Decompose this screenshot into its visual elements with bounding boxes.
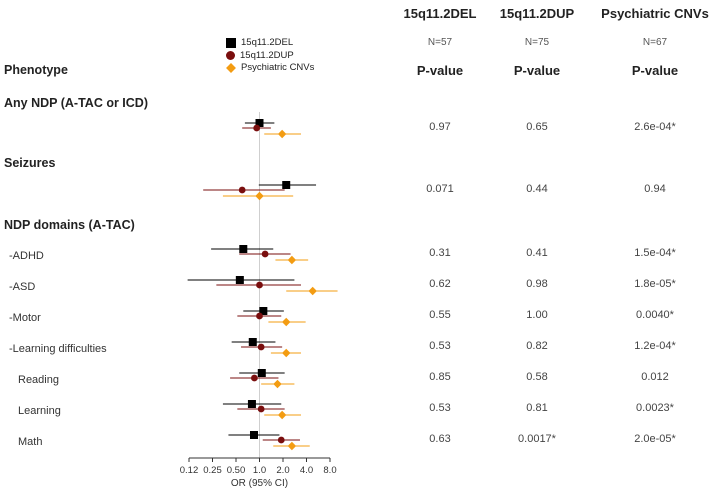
pvalue-cell: 0.0017*	[518, 433, 556, 445]
pvalue-cell: 0.82	[526, 340, 548, 352]
pvalue-cell: 0.0040*	[636, 309, 674, 321]
point-marker	[282, 181, 291, 189]
pvalue-cell: 0.41	[526, 247, 548, 259]
pvalue-cell: 0.53	[429, 402, 451, 414]
legend-label: 15q11.2DUP	[240, 50, 294, 61]
legend-item-15q11-2del: 15q11.2DEL	[226, 37, 293, 48]
row-label-asd: -ASD	[9, 281, 36, 293]
legend-item-15q11-2dup: 15q11.2DUP	[226, 50, 294, 61]
point-marker	[282, 317, 291, 327]
point-marker	[261, 250, 269, 258]
phenotype-header: Phenotype	[4, 63, 68, 77]
x-tick-label: 1.0	[253, 465, 266, 476]
point-marker	[273, 379, 282, 389]
row-label-adhd: -ADHD	[9, 250, 44, 262]
pvalue-cell: 0.65	[526, 121, 548, 133]
point-marker	[247, 400, 256, 408]
point-marker	[287, 255, 297, 265]
pvalue-cell: 0.58	[526, 371, 548, 383]
col-header-15q11-2del: 15q11.2DEL	[403, 6, 477, 21]
pvalue-header-dup: P-value	[513, 63, 561, 78]
pvalue-cell: 0.31	[429, 247, 451, 259]
point-marker	[235, 276, 244, 284]
square-marker-icon	[226, 37, 236, 48]
row-label-learning-difficulties: -Learning difficulties	[9, 343, 107, 355]
pvalue-cell: 0.53	[429, 340, 451, 352]
x-tick-label: 8.0	[323, 465, 336, 476]
pvalue-cell: 0.44	[526, 183, 548, 195]
pvalue-cell: 0.012	[641, 371, 669, 383]
point-marker	[250, 374, 258, 382]
pvalue-cell: 1.5e-04*	[634, 247, 676, 259]
pvalue-cell: 0.071	[426, 183, 454, 195]
point-marker	[259, 307, 268, 315]
pvalue-cell: 1.8e-05*	[634, 278, 676, 290]
pvalue-cell: 1.00	[526, 309, 548, 321]
point-marker	[249, 431, 258, 439]
point-marker	[257, 405, 265, 413]
legend-label: 15q11.2DEL	[241, 37, 294, 48]
row-label-math: Math	[18, 436, 43, 448]
point-marker	[257, 343, 265, 351]
pvalue-cell: 0.98	[526, 278, 548, 290]
pvalue-cell: 0.63	[429, 433, 451, 445]
col-header-psychiatric-cnvs: Psychiatric CNVs	[601, 6, 709, 21]
point-marker	[253, 124, 261, 132]
n-count-15q11-2dup: N=75	[524, 37, 550, 48]
pvalue-cell: 0.94	[644, 183, 666, 195]
x-tick-label: 0.25	[203, 465, 222, 476]
x-tick-label: 0.12	[180, 465, 199, 476]
point-marker	[287, 441, 297, 451]
pvalue-header-del: P-value	[416, 63, 464, 78]
section-ndp-domains: NDP domains (A-TAC)	[4, 218, 135, 232]
x-tick-label: 0.50	[227, 465, 246, 476]
pvalue-cell: 0.0023*	[636, 402, 674, 414]
row-label-learning: Learning	[18, 405, 61, 417]
pvalue-cell: 0.81	[526, 402, 548, 414]
pvalue-cell: 0.97	[429, 121, 451, 133]
row-label-reading: Reading	[18, 374, 59, 386]
pvalue-header-psych: P-value	[631, 63, 679, 78]
n-count-psychiatric-cnvs: N=67	[642, 37, 668, 48]
point-marker	[257, 369, 266, 377]
x-tick-label: 4.0	[300, 465, 313, 476]
pvalue-cell: 1.2e-04*	[634, 340, 676, 352]
point-marker	[248, 338, 257, 346]
col-header-15q11-2dup: 15q11.2DUP	[499, 6, 575, 21]
row-label-motor: -Motor	[9, 312, 41, 324]
point-marker	[239, 245, 248, 253]
point-marker	[255, 191, 264, 201]
pvalue-cell: 2.0e-05*	[634, 433, 676, 445]
point-marker	[277, 410, 287, 420]
point-marker	[277, 129, 287, 139]
point-marker	[256, 312, 263, 320]
point-marker	[282, 348, 291, 358]
point-marker	[256, 281, 263, 289]
point-marker	[255, 119, 264, 127]
section-any-ndp: Any NDP (A-TAC or ICD)	[4, 96, 148, 110]
point-marker	[308, 286, 317, 296]
n-count-15q11-2del: N=57	[427, 37, 453, 48]
legend-label: Psychiatric CNVs	[241, 62, 315, 73]
circle-marker-icon	[226, 51, 235, 60]
pvalue-cell: 2.6e-04*	[634, 121, 676, 133]
pvalue-cell: 0.85	[429, 371, 451, 383]
x-tick-label: 2.0	[276, 465, 289, 476]
point-marker	[277, 436, 285, 444]
x-axis-title: OR (95% CI)	[231, 478, 288, 489]
section-seizures: Seizures	[4, 156, 56, 170]
pvalue-cell: 0.55	[429, 309, 451, 321]
point-marker	[238, 186, 246, 194]
pvalue-cell: 0.62	[429, 278, 451, 290]
legend-item-psychiatric-cnvs: Psychiatric CNVs	[226, 62, 314, 73]
